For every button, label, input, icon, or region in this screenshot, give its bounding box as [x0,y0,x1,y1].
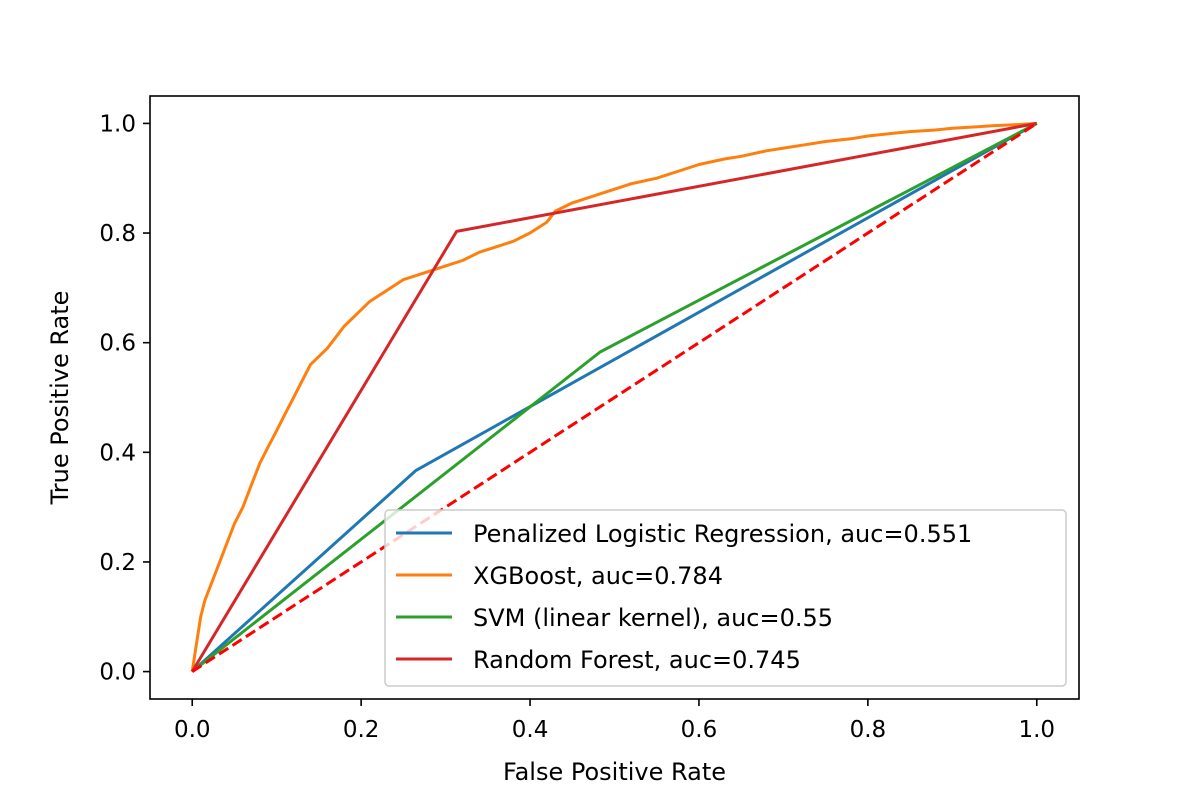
y-axis-label: True Positive Rate [46,291,74,506]
x-tick-label: 0.6 [681,717,718,743]
x-tick-label: 1.0 [1018,717,1055,743]
series-layer [190,121,1038,673]
x-tick-label: 0.8 [850,717,887,743]
y-tick-label: 0.6 [99,331,136,357]
y-tick-label: 0.8 [99,221,136,247]
legend: Penalized Logistic Regression, auc=0.551… [384,509,1067,687]
plot-frame [149,95,1080,700]
ticks-layer: 0.0 0.2 0.4 0.6 0.8 1.0 0.0 0.2 0.4 0.6 0.8 1.0 [99,111,1055,743]
legend-label-2: SVM (linear kernel), auc=0.55 [473,604,833,632]
x-tick-label: 0.0 [174,717,211,743]
series-line-2 [191,122,1038,673]
series-line-3 [190,121,1038,673]
x-tick-label: 0.4 [512,717,549,743]
legend-box [384,509,1067,687]
y-tick-label: 0.2 [99,550,136,576]
legend-label-0: Penalized Logistic Regression, auc=0.551 [473,520,972,548]
series-line-1 [190,121,1037,672]
series-line-0 [191,122,1038,673]
y-tick-label: 0.4 [99,440,136,466]
y-tick-label: 1.0 [99,111,136,137]
legend-label-1: XGBoost, auc=0.784 [473,562,723,590]
legend-label-3: Random Forest, auc=0.745 [473,646,801,674]
x-axis-label: False Positive Rate [503,758,726,786]
reference-diagonal-line [191,122,1038,673]
y-tick-label: 0.0 [99,660,136,686]
x-tick-label: 0.2 [343,717,380,743]
